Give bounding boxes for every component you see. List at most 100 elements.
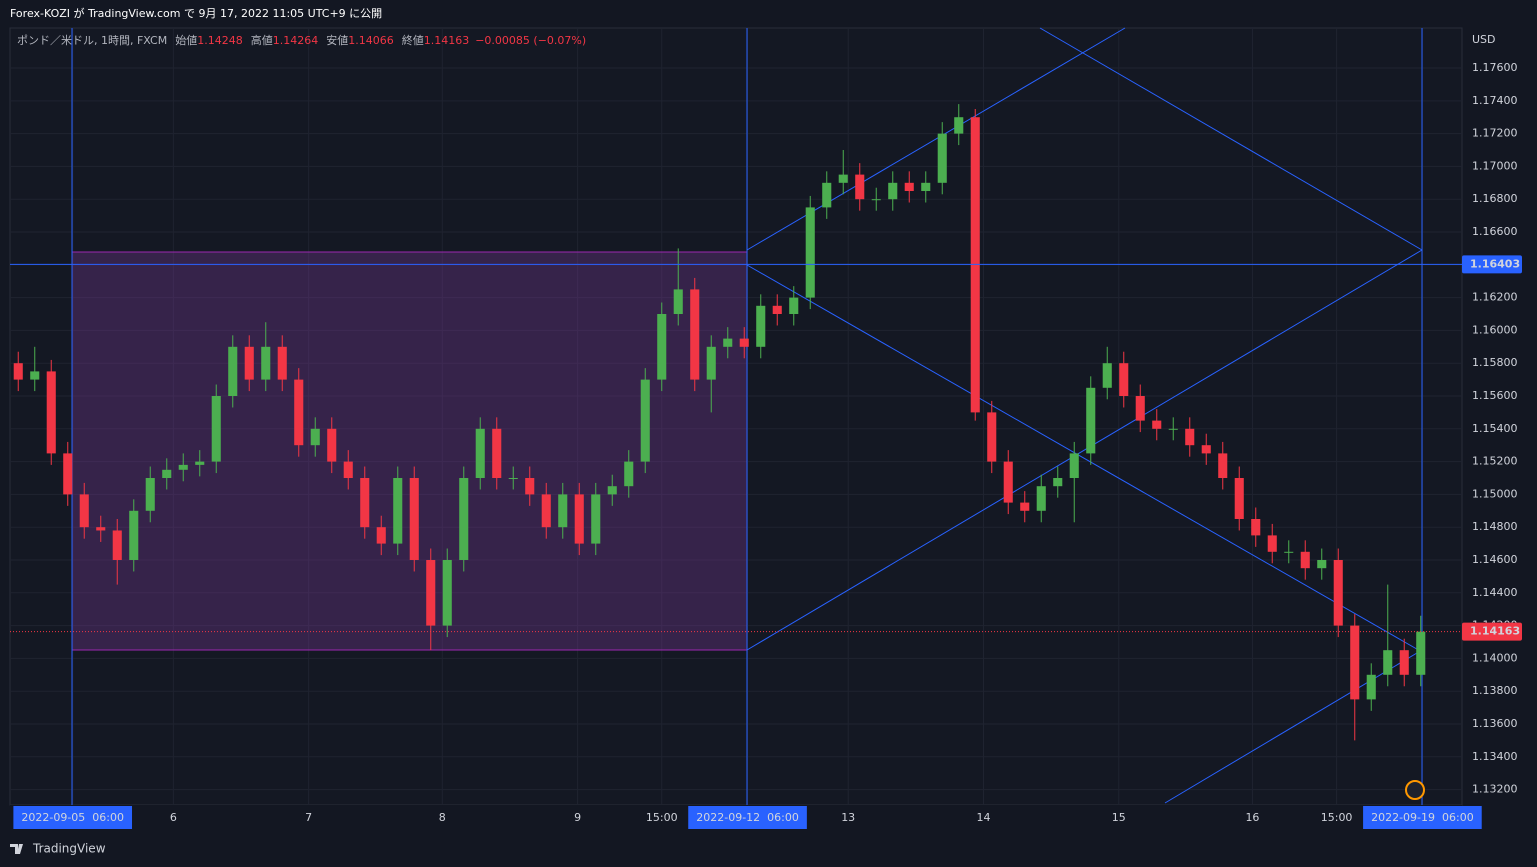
x-tick-label: 2022-09-05 06:00 [21, 811, 124, 824]
candle-body [112, 530, 122, 560]
plot-area [9, 27, 1463, 806]
y-tick-label: 1.17600 [1472, 61, 1518, 74]
candle-body [607, 486, 617, 495]
candle-body [442, 559, 452, 626]
event-icon[interactable] [1405, 780, 1425, 800]
footer-text: TradingView [32, 842, 106, 856]
candle-body [1267, 535, 1277, 552]
candle-body [772, 305, 782, 315]
x-tick-label: 7 [305, 811, 312, 824]
candle-body [723, 338, 733, 347]
y-tick-label: 1.15800 [1472, 356, 1518, 369]
candle-body [558, 494, 568, 528]
candle-body [1284, 551, 1294, 553]
candle-body [987, 412, 997, 462]
candle-body [277, 346, 287, 380]
candle-body [1135, 396, 1145, 421]
y-tick-label: 1.13400 [1472, 750, 1518, 763]
candle-body [838, 174, 848, 183]
x-tick-label: 15 [1112, 811, 1126, 824]
y-tick-label: 1.13800 [1472, 684, 1518, 697]
candle-body [492, 428, 502, 478]
candle-body [1317, 559, 1327, 569]
price-label: 1.14163 [1470, 625, 1520, 638]
candle-body [46, 371, 56, 454]
legend-text: 始値 [175, 33, 197, 47]
candle-body [30, 371, 40, 380]
candle-body [1333, 559, 1343, 626]
candle-body [1053, 477, 1063, 487]
candle-body [1168, 428, 1178, 430]
x-tick-label: 9 [574, 811, 581, 824]
candle-body [96, 527, 106, 531]
candle-body [1102, 363, 1112, 388]
candle-body [706, 346, 716, 380]
y-tick-label: 1.16200 [1472, 291, 1518, 304]
y-tick-label: 1.14800 [1472, 520, 1518, 533]
candle-body [244, 346, 254, 380]
x-tick-highlight [1363, 806, 1482, 829]
legend-text: 1.14264 [273, 34, 319, 47]
y-tick-label: 1.15000 [1472, 487, 1518, 500]
candle-body [921, 182, 931, 192]
legend-text: ポンド／米ドル, 1時間, FXCM [17, 34, 167, 47]
candle-body [294, 379, 304, 446]
candle-body [129, 510, 139, 560]
candle-body [1383, 650, 1393, 675]
y-tick-label: 1.14000 [1472, 651, 1518, 664]
candle-body [409, 477, 419, 560]
candle-body [1251, 518, 1261, 536]
logo [10, 844, 23, 854]
y-tick-label: 1.15400 [1472, 422, 1518, 435]
candle-body [640, 379, 650, 462]
price-label-box [1462, 622, 1522, 641]
candle-body [360, 477, 370, 528]
x-tick-label: 2022-09-19 06:00 [1371, 811, 1474, 824]
candle-body [13, 363, 23, 380]
candle-body [822, 182, 832, 208]
candle-body [657, 314, 667, 380]
candle-body [1366, 674, 1376, 700]
x-tick-highlight [13, 806, 133, 829]
candle-body [1234, 477, 1244, 519]
x-tick-label: 8 [439, 811, 446, 824]
legend-text: 1.14248 [197, 34, 243, 47]
x-tick-label: 16 [1245, 811, 1259, 824]
candle-body [376, 527, 386, 544]
candle-body [789, 297, 799, 315]
candle-body [756, 305, 766, 347]
candle-body [673, 289, 683, 315]
legend-text: −0.00085 (−0.07%) [475, 34, 586, 47]
candle-body [459, 477, 469, 560]
x-tick-label: 2022-09-12 06:00 [696, 811, 799, 824]
candle-body [162, 469, 172, 478]
candle-body [393, 477, 403, 544]
candle-body [1350, 625, 1360, 700]
candle-body [904, 182, 914, 192]
legend-text: 終値 [402, 33, 424, 47]
y-tick-label: 1.17000 [1472, 159, 1518, 172]
x-tick-label: 6 [170, 811, 177, 824]
candle-body [1003, 461, 1013, 503]
candle-body [1119, 363, 1129, 397]
candle-body [79, 494, 89, 528]
y-tick-label: 1.13600 [1472, 717, 1518, 730]
legend: ポンド／米ドル, 1時間, FXCM 始値1.14248 高値1.14264 安値1.… [17, 33, 586, 47]
candle-body [1218, 453, 1228, 478]
candle-body [343, 461, 353, 478]
trend-line [746, 249, 1423, 651]
legend-text: 1.14163 [424, 34, 470, 47]
candle-body [937, 133, 947, 183]
candle-body [310, 428, 320, 446]
candle-body [871, 199, 881, 201]
candle-body [1152, 420, 1162, 429]
candle-body [195, 461, 205, 465]
x-tick-label: 14 [977, 811, 991, 824]
candle-body [145, 477, 155, 511]
candle-body [1086, 387, 1096, 454]
candle-body [1069, 453, 1079, 478]
candle-body [508, 477, 518, 479]
candle-body [888, 182, 898, 200]
candle-body [211, 396, 221, 462]
